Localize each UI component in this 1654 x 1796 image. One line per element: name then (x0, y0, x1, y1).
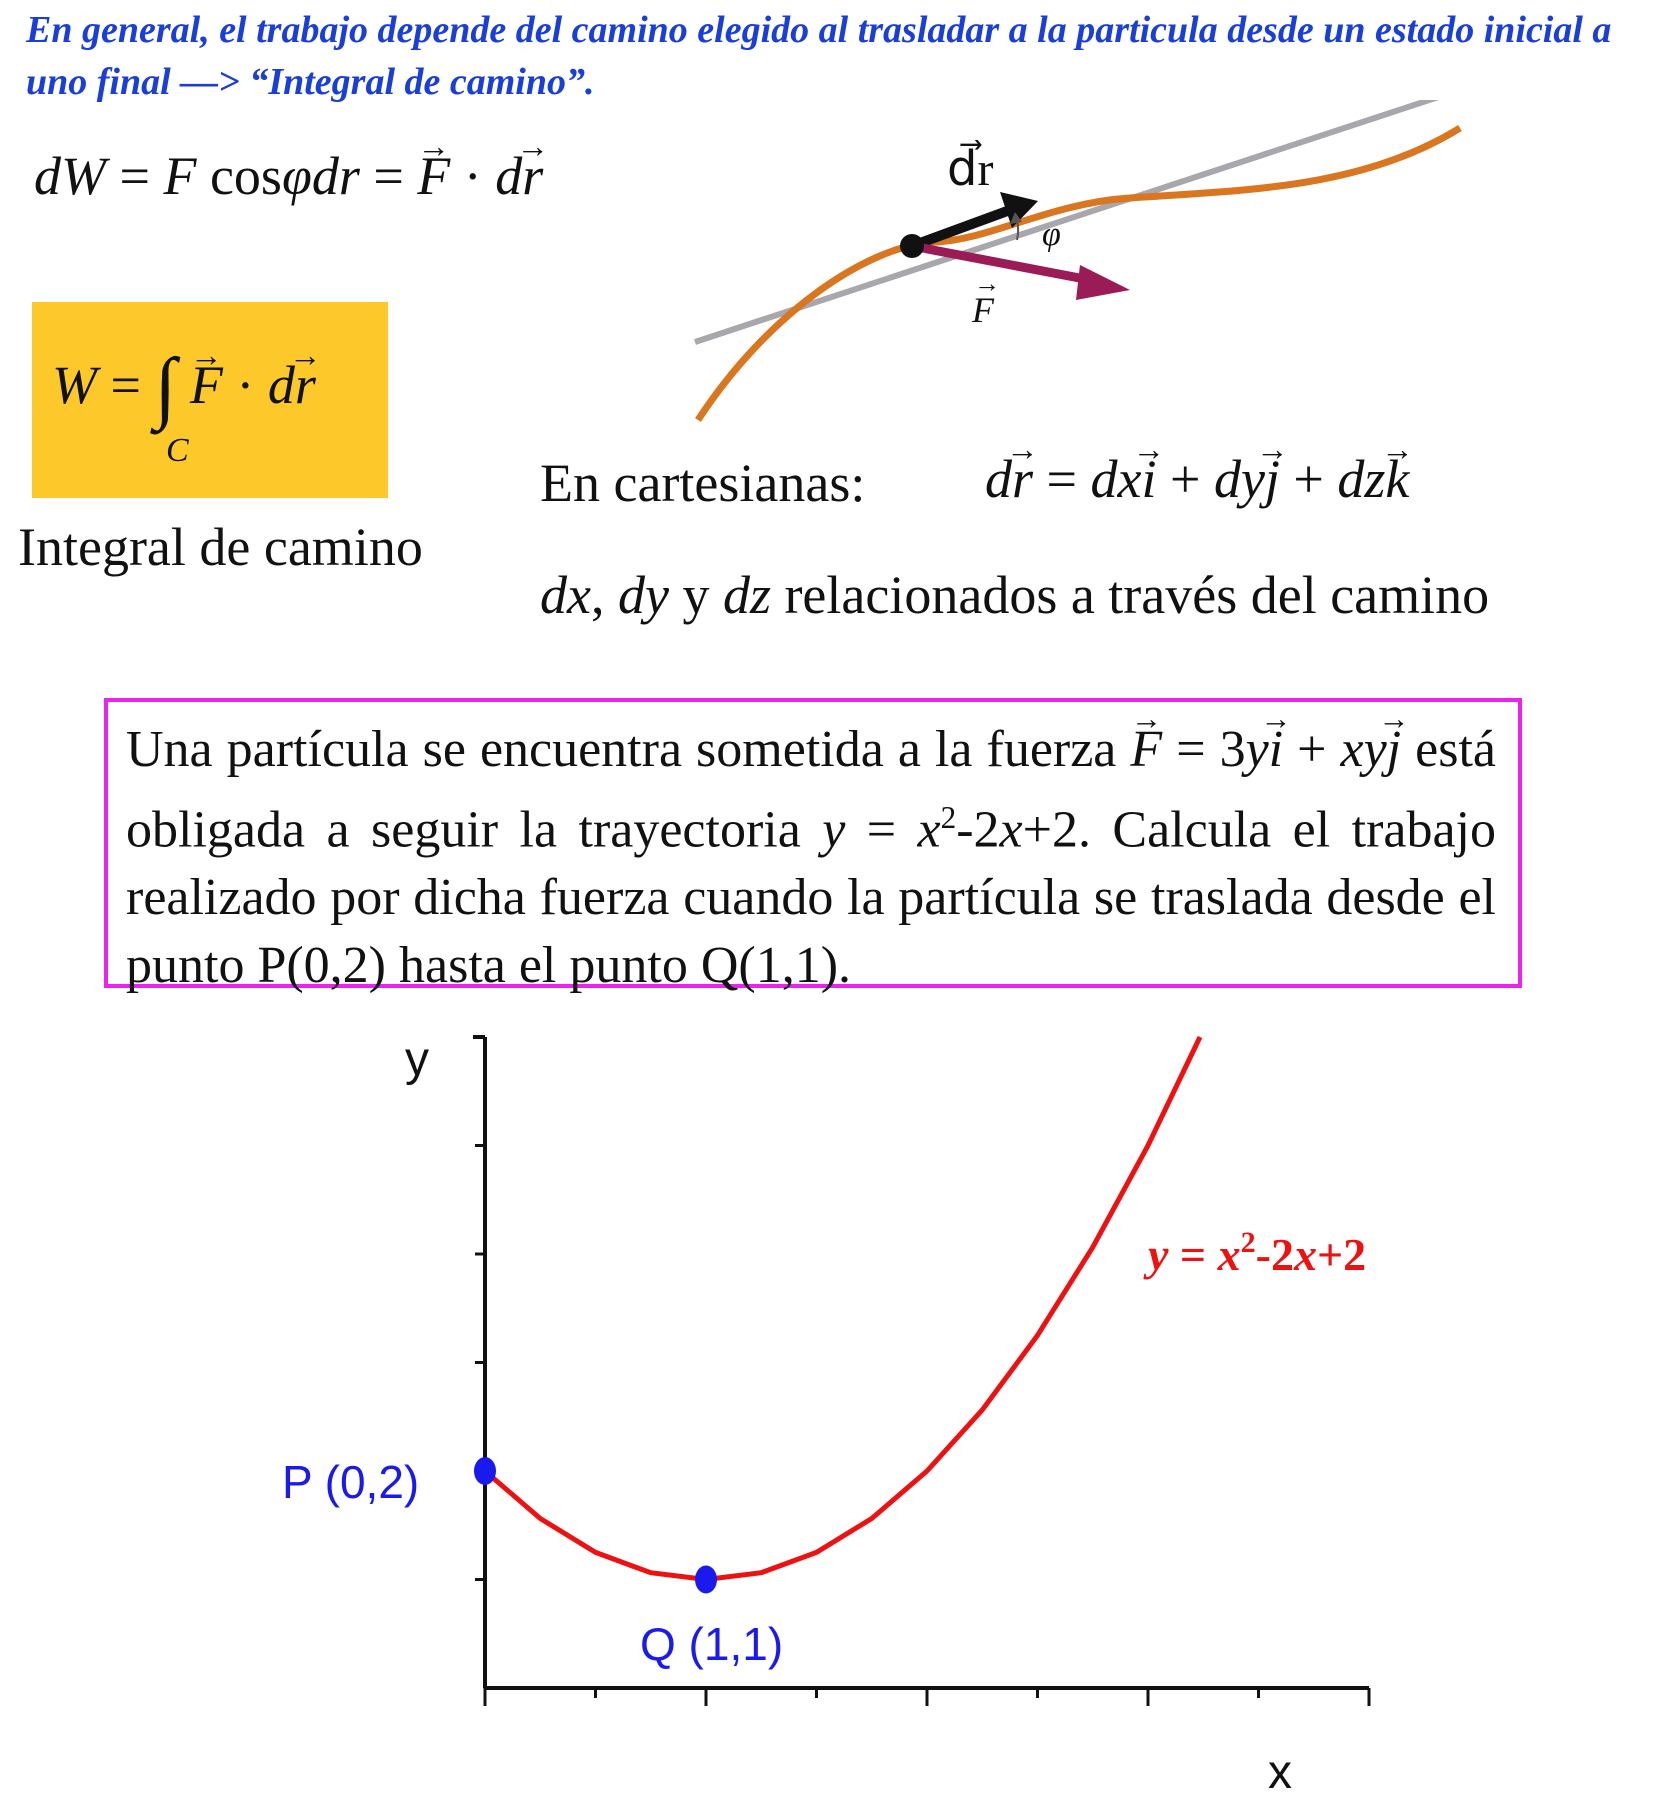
force-vector-symbol: F (417, 145, 450, 207)
path-curve (695, 125, 1462, 422)
work-integral-formula: W = ∫ F · dr (52, 332, 316, 431)
y-symbol: y (822, 801, 846, 859)
force-arrowhead (1076, 265, 1130, 300)
y-axis-label: y (405, 1033, 429, 1086)
force-arrow (911, 241, 1091, 285)
point-q-label: Q (1,1) (640, 1618, 783, 1670)
x-symbol: x (999, 801, 1023, 859)
plus-sign: + (1293, 449, 1324, 509)
coefficient: 3 (1219, 721, 1246, 778)
cartesian-formula: dr = dxi + dyj + dzk (985, 448, 1409, 510)
dz-symbol: dz (1337, 449, 1386, 509)
curve-label-sup: 2 (1241, 1226, 1256, 1259)
f-symbol: F (163, 146, 197, 206)
point-p-marker (474, 1457, 496, 1485)
dr-arrowhead (1000, 192, 1038, 228)
separator: , (590, 565, 618, 625)
f-label-arrow-icon: → (974, 269, 1000, 298)
dy-symbol: dy (617, 565, 669, 625)
point-q-marker (695, 1565, 717, 1594)
x-axis-label: x (1268, 1746, 1292, 1796)
problem-intro: Una partícula se encuentra sometida a la… (126, 721, 1117, 778)
x-symbol: x (917, 801, 941, 859)
curve-label-rest1: -2 (1256, 1229, 1294, 1280)
integral-label: Integral de camino (18, 517, 423, 577)
f-label: F (971, 290, 995, 330)
minus-two: -2 (956, 801, 1000, 859)
problem-box: Una partícula se encuentra sometida a la… (104, 698, 1522, 994)
r-vector-symbol: r (522, 145, 543, 207)
angle-arrowhead (1010, 212, 1022, 224)
cartesian-label: En cartesianas: (540, 453, 866, 513)
i-vector-symbol: i (1269, 716, 1283, 784)
equals-sign: = (1176, 721, 1206, 778)
force-vector-symbol: F (1130, 716, 1162, 784)
relation-text: relacionados a través del camino (770, 565, 1490, 625)
curve-label-rest2: +2 (1317, 1229, 1366, 1280)
equals-sign: = (373, 146, 404, 206)
curve-label: y = x2-2x+2 (1143, 1226, 1366, 1280)
exponent: 2 (940, 800, 957, 835)
integral-subscript: C (166, 432, 189, 469)
problem-path-text: está obligada a seguir la trayectoria (126, 721, 1496, 859)
point-p-label: P (0,2) (282, 1456, 419, 1508)
dx-symbol: dx (540, 565, 591, 625)
problem-question: +2. Calcula el trabajo realizado por dic… (126, 801, 1496, 995)
i-vector-symbol: i (1141, 448, 1156, 510)
trajectory-curve (483, 1035, 1203, 1583)
plus-sign: + (1169, 449, 1201, 509)
w-symbol: W (52, 355, 97, 415)
phi-symbol: φ (281, 146, 312, 206)
j-vector-symbol: j (1387, 716, 1401, 784)
tangent-line (694, 100, 1439, 345)
curve-label-eq: = (1168, 1229, 1217, 1280)
j-vector-symbol: j (1265, 448, 1280, 510)
conjunction: y (668, 565, 723, 625)
force-vector-symbol: F (190, 354, 223, 416)
equals-sign: = (119, 146, 150, 206)
work-integral-box: W = ∫ F · dr C (32, 302, 388, 498)
intro-text: En general, el trabajo depende del camin… (26, 9, 1612, 103)
equals-sign: = (1046, 449, 1077, 509)
vector-diagram: d⃗r φ F → (694, 100, 1462, 422)
dw-symbol: dW (34, 146, 106, 206)
dot-symbol: · (236, 355, 255, 415)
relation-line: dx, dy y dz relacionados a través del ca… (540, 564, 1489, 626)
equals-sign: = (866, 801, 897, 859)
cos-symbol: cos (209, 146, 282, 206)
curve-label-x: x (1217, 1229, 1241, 1280)
curve-label-y: y (1143, 1229, 1169, 1280)
r-vector-symbol: r (295, 354, 316, 416)
dz-symbol: dz (722, 565, 771, 625)
trajectory-chart: y x P (0,2) Q (1,1) y = x2-2x+2 (282, 1033, 1371, 1796)
dw-formula: dW = F cosφdr = F · dr (34, 145, 543, 207)
chart-points (474, 1457, 717, 1594)
r-vector-symbol: r (1012, 448, 1033, 510)
particle-dot (900, 234, 924, 258)
curve-label-x2: x (1293, 1229, 1317, 1280)
chart-axes (473, 1035, 1371, 1706)
dr-label: d⃗r (947, 139, 993, 196)
dr-arrow (910, 205, 1012, 251)
plus-sign: + (1297, 721, 1327, 778)
k-vector-symbol: k (1385, 448, 1409, 510)
integral-sign: ∫ (154, 343, 177, 431)
dr-symbol: dr (311, 146, 360, 206)
phi-label: φ (1042, 216, 1061, 253)
dot-symbol: · (463, 146, 482, 206)
equals-sign: = (110, 355, 141, 415)
